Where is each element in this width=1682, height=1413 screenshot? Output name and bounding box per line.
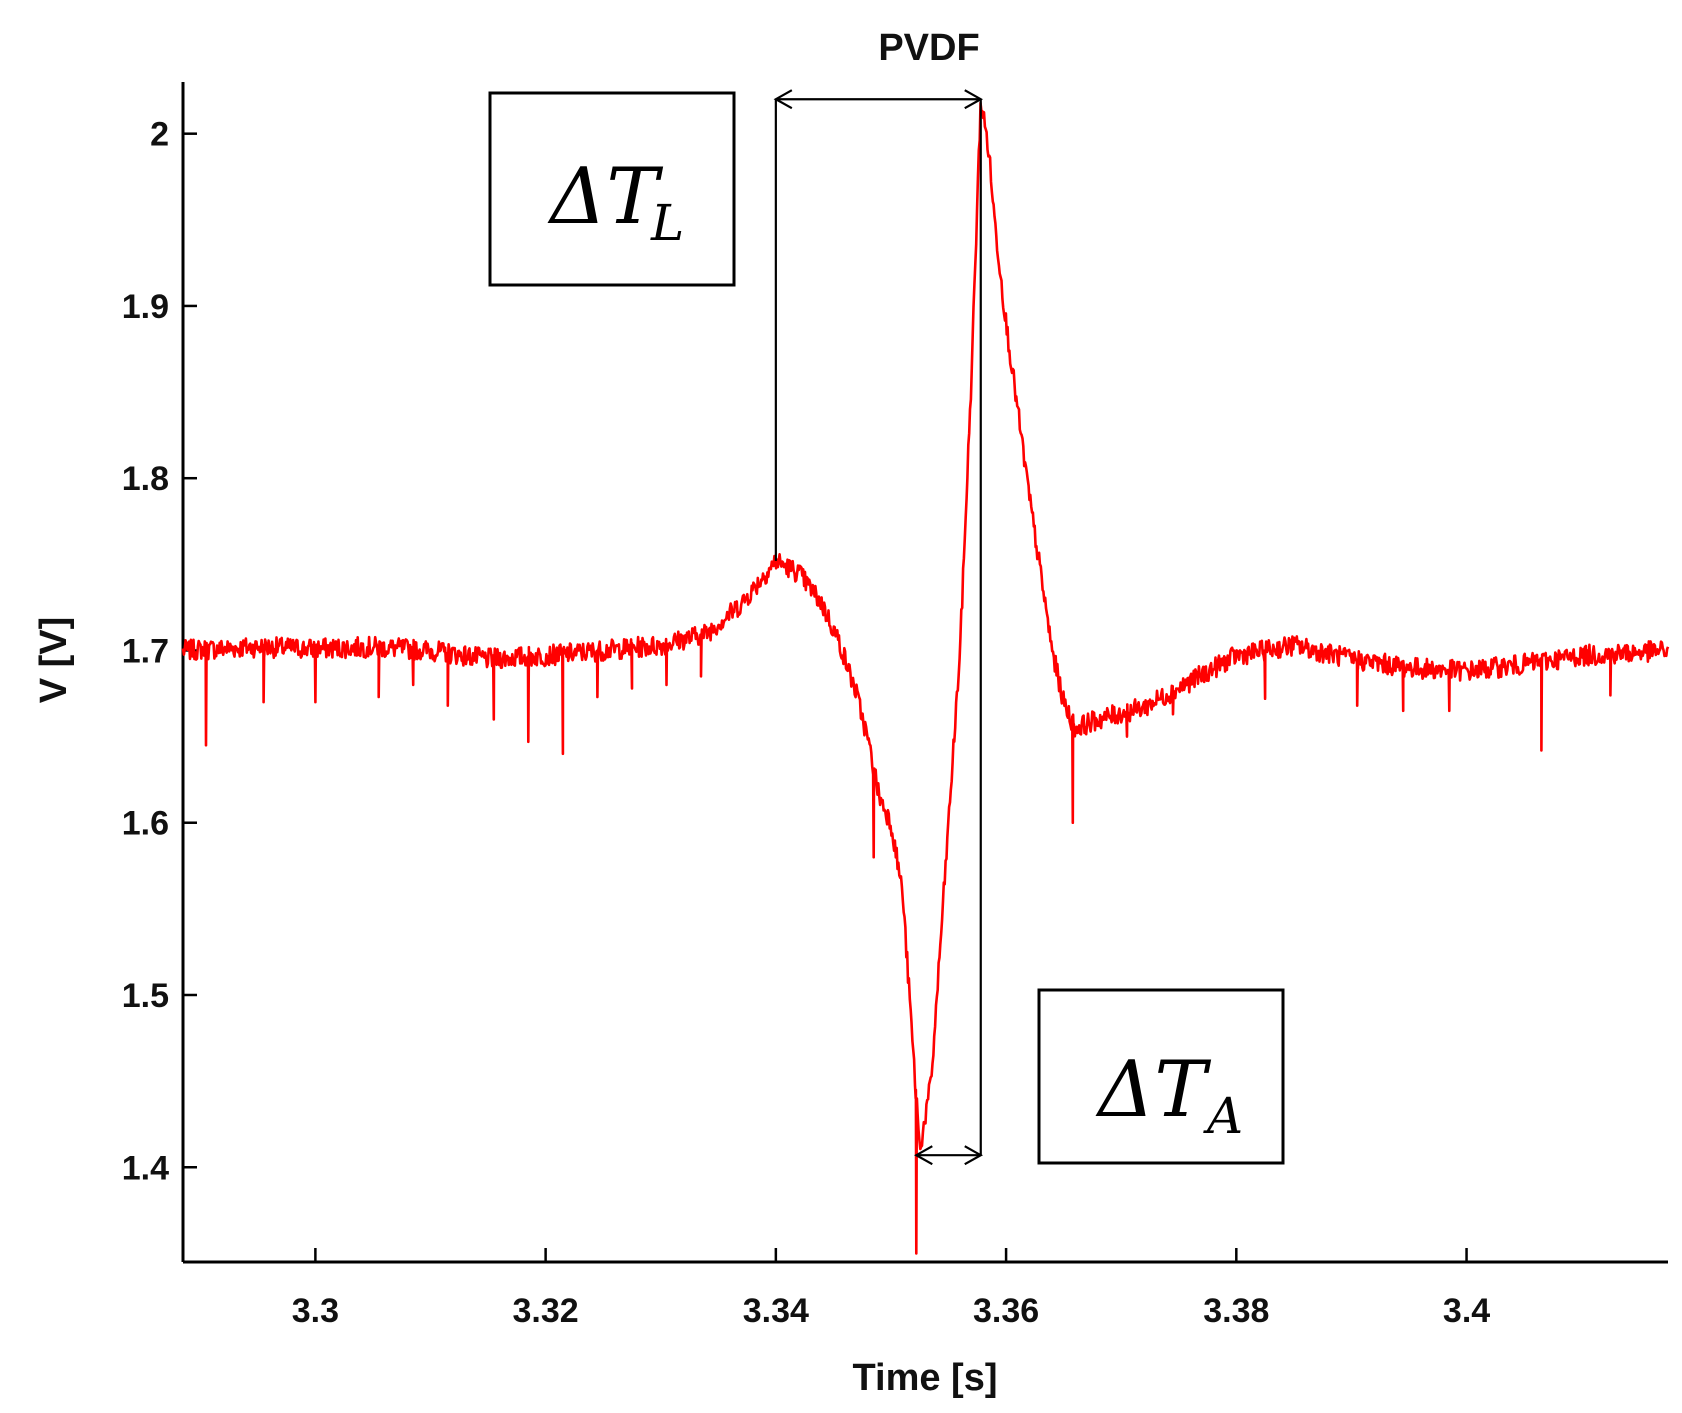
delta-t-a-arrowhead-right [964, 1145, 983, 1166]
delta-t-a-arrowhead-left [914, 1145, 933, 1166]
delta-t-l-annotation [773, 89, 983, 1156]
chart-title: PVDF [878, 27, 979, 69]
delta-t-l-arrowhead-right [964, 89, 983, 110]
y-tick-label: 1.6 [122, 805, 169, 843]
x-tick-label: 3.38 [1203, 1292, 1269, 1330]
x-tick-label: 3.3 [292, 1292, 339, 1330]
y-tick-label: 1.7 [122, 632, 169, 670]
delta-t-a-label-box: ΔT A [1037, 988, 1285, 1165]
plot-axes [181, 82, 1668, 1264]
delta-t-l-arrowhead-left [773, 89, 793, 110]
delta-t-l-label-box: ΔT L [488, 91, 736, 287]
x-axis-title: Time [s] [852, 1357, 997, 1399]
delta-t-l-box-frame [488, 91, 736, 287]
delta-t-l-subscript: L [650, 194, 684, 252]
delta-t-l-symbol: ΔT [547, 152, 663, 242]
y-axis-title: V [V] [33, 617, 75, 704]
signal-line [181, 101, 1670, 1255]
y-ticks: 1.4 1.5 1.6 1.7 1.8 1.9 2 [122, 116, 197, 1187]
x-tick-label: 3.4 [1443, 1292, 1490, 1330]
y-tick-label: 1.8 [122, 460, 169, 498]
delta-t-a-annotation [914, 1145, 983, 1166]
delta-t-a-box-frame [1037, 988, 1285, 1165]
y-tick-label: 2 [150, 116, 169, 154]
x-tick-label: 3.34 [743, 1292, 809, 1330]
x-tick-label: 3.32 [513, 1292, 579, 1330]
y-tick-label: 1.4 [122, 1149, 169, 1187]
x-tick-label: 3.36 [973, 1292, 1039, 1330]
x-ticks: 3.3 3.32 3.34 3.36 3.38 3.4 [292, 1248, 1490, 1330]
y-tick-label: 1.5 [122, 977, 169, 1015]
y-tick-label: 1.9 [122, 288, 169, 326]
delta-t-a-subscript: A [1203, 1087, 1243, 1145]
delta-t-a-symbol: ΔT [1095, 1045, 1211, 1135]
